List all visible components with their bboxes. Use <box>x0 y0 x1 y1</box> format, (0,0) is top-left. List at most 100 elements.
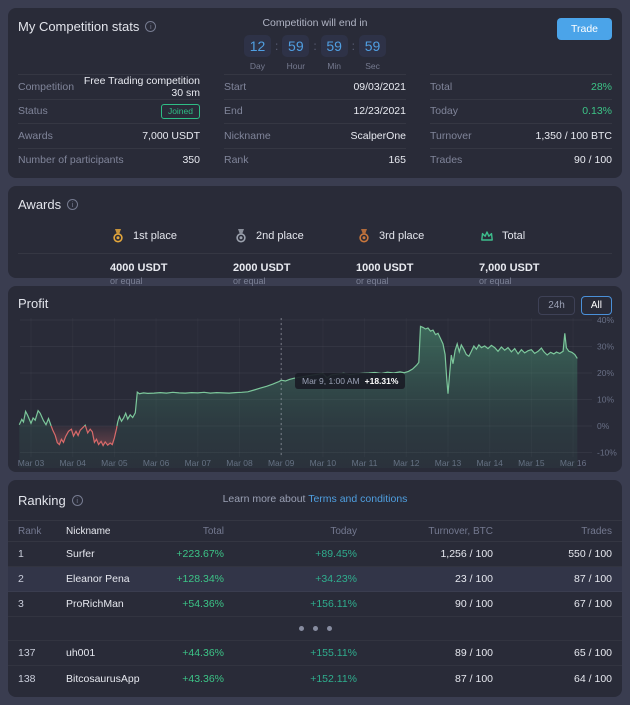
award-amount-total: 7,000 USDT or equal <box>479 262 540 286</box>
awards-title-text: Awards <box>18 197 62 212</box>
total-cell: +43.36% <box>182 672 224 685</box>
today-cell: +156.11% <box>310 598 357 610</box>
stat-end: End 12/23/2021 <box>224 98 406 124</box>
svg-text:-10%: -10% <box>597 448 617 458</box>
range-all-button[interactable]: All <box>580 296 612 315</box>
turnover-cell: 87 / 100 <box>455 672 493 685</box>
trade-button[interactable]: Trade <box>556 18 612 40</box>
table-row[interactable]: 2 Eleanor Pena +128.34% +34.23% 23 / 100… <box>8 567 622 592</box>
header-rank: Rank <box>18 525 42 537</box>
stat-participants: Number of participants 350 <box>18 147 200 173</box>
terms-and-conditions-link[interactable]: Terms and conditions <box>308 493 408 505</box>
award-amount-3rd: 1000 USDT or equal <box>356 262 414 286</box>
stat-competition: Competition Free Trading competition 30 … <box>18 74 200 99</box>
rank-cell: 137 <box>18 647 36 659</box>
total-cell: +223.67% <box>176 548 224 560</box>
nickname-cell: uh001 <box>66 647 96 659</box>
award-3rd-place: 3rd place <box>356 228 479 244</box>
stats-column-2: Start 09/03/2021 End 12/23/2021 Nickname… <box>224 74 406 172</box>
nickname-cell: BitcosaurusApp <box>66 672 140 685</box>
svg-text:30%: 30% <box>597 342 614 352</box>
total-cell: +128.34% <box>176 573 224 585</box>
turnover-cell: 1,256 / 100 <box>440 548 493 560</box>
profit-title: Profit <box>18 296 49 311</box>
ranking-title: Ranking <box>18 493 83 508</box>
learn-more: Learn more about Terms and conditions <box>222 493 408 505</box>
today-cell: +155.11% <box>310 647 357 659</box>
range-selector: 24h All <box>538 296 612 315</box>
table-row[interactable]: 1 Surfer +223.67% +89.45% 1,256 / 100 55… <box>8 542 622 567</box>
nickname-cell: Surfer <box>66 548 95 560</box>
turnover-cell: 90 / 100 <box>455 598 493 610</box>
stat-turnover: Turnover 1,350 / 100 BTC <box>430 123 612 148</box>
stat-today: Today 0.13% <box>430 98 612 124</box>
turnover-cell: 23 / 100 <box>455 573 493 585</box>
trades-cell: 87 / 100 <box>574 573 612 585</box>
countdown-day-unit: Day <box>249 61 266 71</box>
competition-stats-panel: My Competition stats Competition will en… <box>8 8 622 178</box>
award-2nd-place: 2nd place <box>233 228 356 244</box>
status-badge: Joined <box>160 103 200 119</box>
tooltip-time: Mar 9, 1:00 AM <box>302 376 360 386</box>
countdown-sec: 59 Sec <box>359 35 387 71</box>
ranking-title-text: Ranking <box>18 493 66 508</box>
stat-start: Start 09/03/2021 <box>224 74 406 99</box>
awards-title: Awards <box>18 197 79 212</box>
today-cell: +152.11% <box>310 672 357 685</box>
table-row[interactable]: 3 ProRichMan +54.36% +156.11% 90 / 100 6… <box>8 592 622 617</box>
countdown-sec-unit: Sec <box>365 61 380 71</box>
info-icon[interactable] <box>71 495 83 506</box>
dot-icon <box>326 626 332 631</box>
turnover-cell: 89 / 100 <box>455 647 493 659</box>
trades-cell: 550 / 100 <box>568 548 612 560</box>
pagination-dots <box>8 617 622 641</box>
stat-nickname: Nickname ScalperOne <box>224 123 406 148</box>
awards-places: 1st place 2nd place 3rd place Total <box>110 228 602 244</box>
info-icon[interactable] <box>67 199 79 210</box>
table-row[interactable]: 138 BitcosaurusApp +43.36% +152.11% 87 /… <box>8 666 622 691</box>
crown-icon <box>481 231 493 241</box>
svg-text:10%: 10% <box>597 395 614 405</box>
tooltip-value: +18.31% <box>364 376 399 386</box>
svg-text:40%: 40% <box>597 316 614 325</box>
profit-chart[interactable]: 40%30%20%10%0%-10%Mar 03Mar 04Mar 05Mar … <box>8 316 622 468</box>
countdown-hour-value: 59 <box>282 35 310 57</box>
awards-divider <box>18 253 612 254</box>
countdown-separator: : <box>274 39 279 53</box>
competition-stats-title-text: My Competition stats <box>18 19 140 34</box>
svg-text:0%: 0% <box>597 421 610 431</box>
table-row[interactable]: 137 uh001 +44.36% +155.11% 89 / 100 65 /… <box>8 641 622 666</box>
dot-icon <box>298 626 304 631</box>
stat-trades: Trades 90 / 100 <box>430 147 612 173</box>
countdown-label: Competition will end in <box>262 17 368 29</box>
countdown-separator: : <box>351 39 356 53</box>
range-24h-button[interactable]: 24h <box>538 296 575 315</box>
stat-awards: Awards 7,000 USDT <box>18 123 200 148</box>
awards-amounts: 4000 USDT or equal 2000 USDT or equal 10… <box>110 262 602 286</box>
dot-icon <box>312 626 318 631</box>
awards-panel: Awards 1st place 2nd place <box>8 186 622 286</box>
award-amount-2nd: 2000 USDT or equal <box>233 262 291 286</box>
nickname-cell: Eleanor Pena <box>66 573 130 585</box>
svg-text:20%: 20% <box>597 368 614 378</box>
stat-rank: Rank 165 <box>224 147 406 173</box>
info-icon[interactable] <box>145 21 157 32</box>
rank-cell: 138 <box>18 672 36 685</box>
trades-cell: 64 / 100 <box>574 672 612 685</box>
ranking-panel: Ranking Learn more about Terms and condi… <box>8 480 622 697</box>
competition-stats-title: My Competition stats <box>18 19 157 34</box>
award-amount-1st: 4000 USDT or equal <box>110 262 168 286</box>
medal-bronze-icon <box>359 229 369 243</box>
profit-panel: Profit 24h All 40%30%20%10%0%-10%Mar 03M… <box>8 286 622 472</box>
stat-status: Status Joined <box>18 98 200 124</box>
today-cell: +89.45% <box>315 548 357 560</box>
total-cell: +54.36% <box>182 598 224 610</box>
rank-cell: 2 <box>18 573 24 585</box>
chart-tooltip: Mar 9, 1:00 AM +18.31% <box>295 373 406 389</box>
today-cell: +34.23% <box>315 573 357 585</box>
nickname-cell: ProRichMan <box>66 598 124 610</box>
header-today: Today <box>330 525 357 537</box>
countdown-min-value: 59 <box>320 35 348 57</box>
table-header: Rank Nickname Total Today Turnover, BTC … <box>8 520 622 542</box>
rank-cell: 1 <box>18 548 24 560</box>
